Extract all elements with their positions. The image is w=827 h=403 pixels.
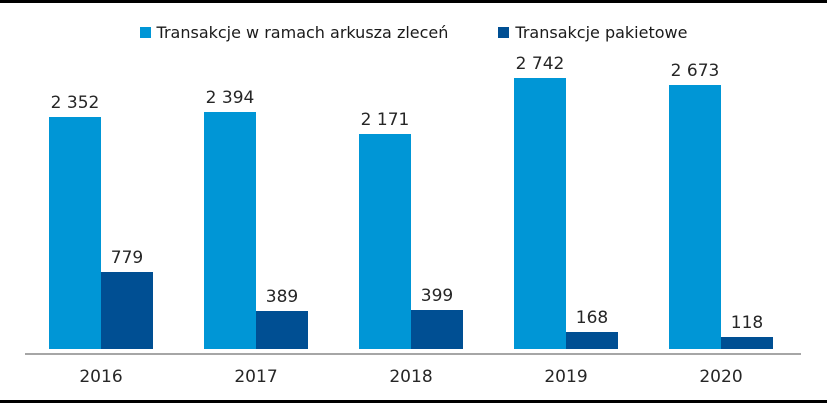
bar-arkusz-zlecen-2018 (359, 134, 411, 349)
data-label-arkusz-zlecen-2020: 2 673 (670, 61, 720, 81)
bar-pakietowe-2020 (721, 337, 773, 349)
data-label-pakietowe-2017: 389 (265, 287, 299, 307)
legend-swatch-light-blue-icon (139, 27, 151, 38)
data-label-pakietowe-2016: 779 (110, 248, 144, 268)
data-label-pakietowe-2019: 168 (575, 308, 609, 328)
legend-item-pakietowe: Transakcje pakietowe (498, 23, 687, 42)
legend: Transakcje w ramach arkusza zleceń Trans… (0, 23, 827, 42)
x-axis-label-2016: 2016 (79, 367, 123, 387)
bar-arkusz-zlecen-2020 (669, 85, 721, 349)
data-label-arkusz-zlecen-2018: 2 171 (360, 110, 410, 130)
data-label-pakietowe-2018: 399 (420, 286, 454, 306)
x-axis-label-2020: 2020 (699, 367, 743, 387)
bar-arkusz-zlecen-2017 (204, 112, 256, 349)
bar-pakietowe-2016 (101, 272, 153, 349)
bar-arkusz-zlecen-2019 (514, 78, 566, 349)
legend-swatch-dark-blue-icon (498, 27, 510, 38)
data-label-pakietowe-2020: 118 (730, 313, 764, 333)
x-axis-line (25, 353, 801, 355)
data-label-arkusz-zlecen-2019: 2 742 (515, 54, 565, 74)
data-label-arkusz-zlecen-2016: 2 352 (50, 93, 100, 113)
bar-pakietowe-2017 (256, 311, 308, 349)
x-axis-label-2017: 2017 (234, 367, 278, 387)
data-label-arkusz-zlecen-2017: 2 394 (205, 88, 255, 108)
bar-pakietowe-2019 (566, 332, 618, 349)
legend-item-arkusz-zlecen: Transakcje w ramach arkusza zleceń (139, 23, 449, 42)
x-axis-label-2018: 2018 (389, 367, 433, 387)
legend-label-arkusz-zlecen: Transakcje w ramach arkusza zleceń (156, 23, 449, 42)
x-axis-label-2019: 2019 (544, 367, 588, 387)
bar-pakietowe-2018 (411, 310, 463, 349)
legend-label-pakietowe: Transakcje pakietowe (515, 23, 688, 42)
plot-area: 2 352 779 2016 2 394 389 2017 2 171 399 2018 2 74… (0, 3, 827, 400)
bar-arkusz-zlecen-2016 (49, 117, 101, 349)
